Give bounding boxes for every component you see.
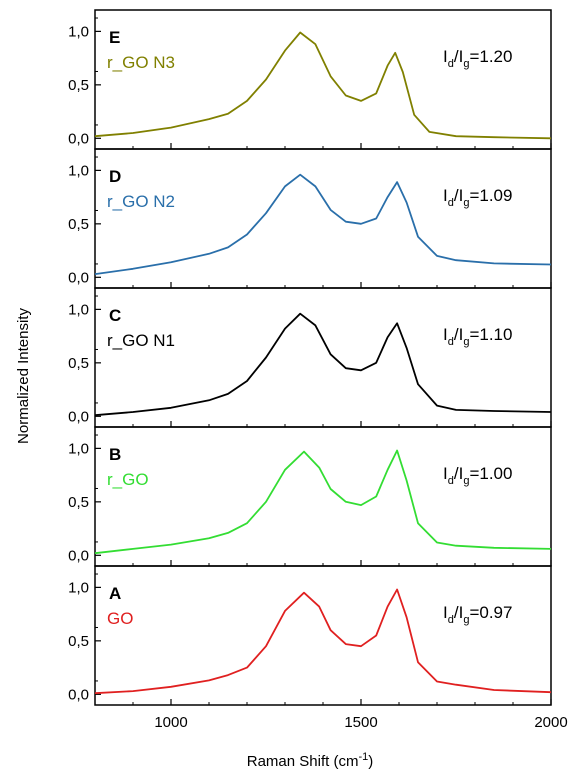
ratio-part: I <box>443 47 448 66</box>
ratio-part: /I <box>454 464 463 483</box>
x-tick-label: 2000 <box>534 714 567 731</box>
series-line-a <box>94 588 552 695</box>
y-tick-label: 0,0 <box>68 686 89 703</box>
y-axis-title: Normalized Intensity <box>15 308 32 444</box>
ratio-part: I <box>443 186 448 205</box>
ratio-part: =1.09 <box>469 186 512 205</box>
series-line-b <box>94 449 552 555</box>
ratio-part: d <box>448 614 454 626</box>
ratio-part: I <box>443 325 448 344</box>
panel-letter: C <box>109 306 121 325</box>
panel-a: 0,0 0,5 1,0 A GO Id/Ig=0.97 <box>68 565 552 706</box>
y-tick-label: 1,0 <box>68 440 89 457</box>
ratio-part: I <box>443 464 448 483</box>
ratio-part: =0.97 <box>469 603 512 622</box>
ratio-part: g <box>463 336 469 348</box>
y-tick-label: 0,5 <box>68 633 89 650</box>
panel-letter: B <box>109 445 121 464</box>
ratio-part: g <box>463 475 469 487</box>
panel-d: 0,0 0,5 1,0 Dr_GO N2 Id/Ig=1.09 <box>68 148 552 289</box>
ratio-part: =1.20 <box>469 47 512 66</box>
x-tick-label: 1500 <box>344 714 377 731</box>
panel-frame <box>94 565 552 706</box>
ratio-part: d <box>448 197 454 209</box>
x-axis: 1000 1500 2000 <box>154 714 567 731</box>
y-tick-label: 0,5 <box>68 494 89 511</box>
ratio-part: g <box>463 197 469 209</box>
panel-frame <box>94 148 552 289</box>
ratio-part: /I <box>454 603 463 622</box>
sample-name: r_GO N2 <box>107 192 175 211</box>
x-axis-title: Raman Shift (cm-1) <box>247 751 373 770</box>
ratio-part: =1.00 <box>469 464 512 483</box>
sample-name: r_GO <box>107 470 149 489</box>
sample-name: r_GO N1 <box>107 331 175 350</box>
ratio-part: /I <box>454 47 463 66</box>
x-tick-label: 1000 <box>154 714 187 731</box>
panel-c: 0,0 0,5 1,0 Cr_GO N1 Id/Ig=1.10 <box>68 287 552 428</box>
y-tick-label: 0,5 <box>68 355 89 372</box>
y-tick-label: 0,0 <box>68 408 89 425</box>
ratio-part: g <box>463 614 469 626</box>
y-tick-label: 1,0 <box>68 162 89 179</box>
y-tick-label: 0,0 <box>68 547 89 564</box>
intensity-ratio: Id/Ig=0.97 <box>443 603 512 626</box>
ratio-part: =1.10 <box>469 325 512 344</box>
y-tick-label: 0,5 <box>68 77 89 94</box>
panel-letter: D <box>109 167 121 186</box>
ratio-part: /I <box>454 186 463 205</box>
panel-e: 0,0 0,5 1,0 Er_GO N3 Id/Ig=1.20 <box>68 9 552 150</box>
ratio-part: /I <box>454 325 463 344</box>
y-tick-label: 1,0 <box>68 301 89 318</box>
series-line-d <box>94 173 552 275</box>
panel-letter: A <box>109 584 121 603</box>
panel-b: 0,0 0,5 1,0 Br_GO Id/Ig=1.00 <box>68 426 552 567</box>
intensity-ratio: Id/Ig=1.00 <box>443 464 512 487</box>
series-line-e <box>94 31 552 140</box>
ratio-part: d <box>448 475 454 487</box>
y-tick-label: 0,5 <box>68 216 89 233</box>
y-tick-label: 1,0 <box>68 23 89 40</box>
ratio-part: I <box>443 603 448 622</box>
ratio-part: d <box>448 58 454 70</box>
intensity-ratio: Id/Ig=1.09 <box>443 186 512 209</box>
panel-letter: E <box>109 28 120 47</box>
panels-group: 0,00,51,0 Er_GO N3 Id/Ig=1.200,00,51,0 Dr_G… <box>68 9 552 706</box>
intensity-ratio: Id/Ig=1.20 <box>443 47 512 70</box>
ratio-part: g <box>463 58 469 70</box>
sample-name: r_GO N3 <box>107 53 175 72</box>
intensity-ratio: Id/Ig=1.10 <box>443 325 512 348</box>
y-tick-label: 0,0 <box>68 269 89 286</box>
sample-name: GO <box>107 609 133 628</box>
panel-frame <box>94 287 552 428</box>
y-tick-label: 1,0 <box>68 579 89 596</box>
ratio-part: d <box>448 336 454 348</box>
y-tick-label: 0,0 <box>68 130 89 147</box>
series-line-c <box>94 312 552 417</box>
